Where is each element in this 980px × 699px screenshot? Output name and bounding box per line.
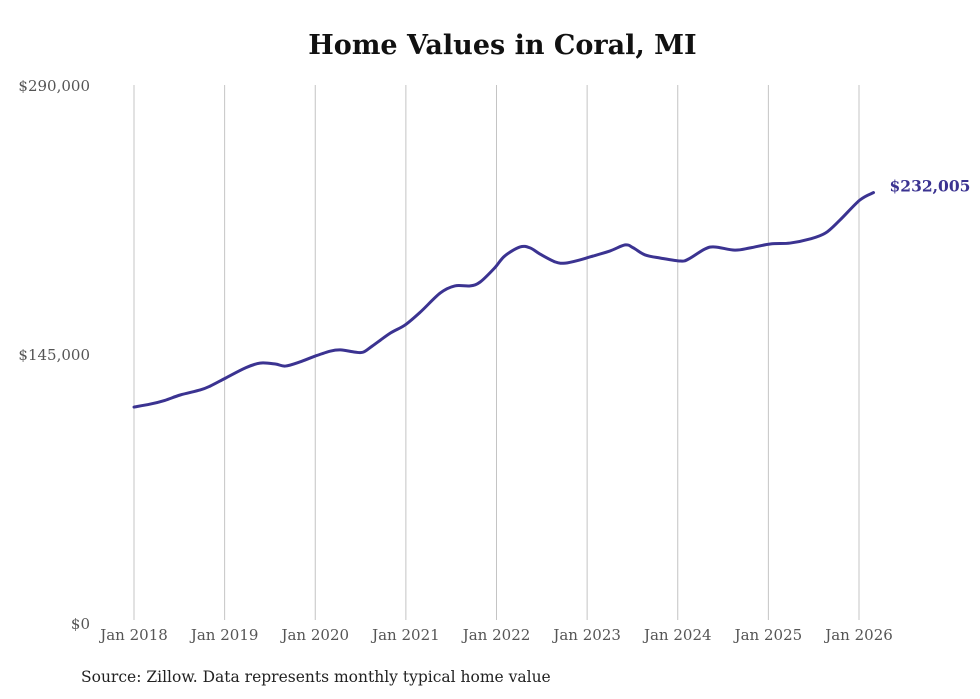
chart-title: Home Values in Coral, MI xyxy=(308,30,697,61)
x-tick-label: Jan 2026 xyxy=(823,626,893,644)
x-tick-label: Jan 2023 xyxy=(551,626,621,644)
x-tick-label: Jan 2025 xyxy=(733,626,803,644)
source-note: Source: Zillow. Data represents monthly … xyxy=(81,668,551,686)
x-tick-label: Jan 2019 xyxy=(189,626,259,644)
series-line xyxy=(132,191,875,409)
y-tick-label: $145,000 xyxy=(18,346,90,364)
y-tick-label: $290,000 xyxy=(18,77,90,95)
x-tick-label: Jan 2018 xyxy=(98,626,168,644)
y-tick-label: $0 xyxy=(71,615,90,633)
x-tick-label: Jan 2021 xyxy=(370,626,440,644)
x-tick-label: Jan 2020 xyxy=(279,626,349,644)
x-tick-label: Jan 2024 xyxy=(642,626,712,644)
end-value-label: $232,005 xyxy=(890,177,971,196)
x-tick-label: Jan 2022 xyxy=(461,626,531,644)
